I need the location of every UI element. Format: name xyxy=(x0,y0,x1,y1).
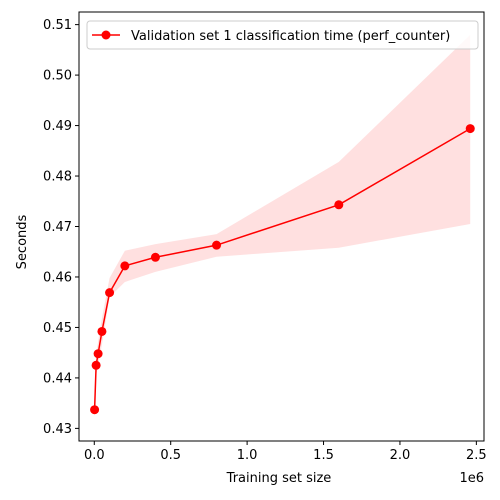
y-tick-label: 0.51 xyxy=(43,18,72,33)
data-point xyxy=(90,405,99,414)
x-tick-label: 1.0 xyxy=(237,448,258,463)
data-point xyxy=(334,200,343,209)
y-tick-label: 0.46 xyxy=(43,270,72,285)
data-point xyxy=(92,361,101,370)
y-tick-label: 0.50 xyxy=(43,69,72,84)
data-point xyxy=(97,327,106,336)
data-point xyxy=(212,241,221,250)
y-tick-label: 0.44 xyxy=(43,371,72,386)
y-axis-label: Seconds xyxy=(15,214,30,269)
y-tick-label: 0.45 xyxy=(43,321,72,336)
legend-entry-label: Validation set 1 classification time (pe… xyxy=(131,29,450,44)
y-tick-label: 0.48 xyxy=(43,170,72,185)
data-point xyxy=(120,261,129,270)
x-axis-label: Training set size xyxy=(226,471,332,486)
x-tick-label: 0.5 xyxy=(160,448,181,463)
x-tick-label: 2.0 xyxy=(390,448,411,463)
data-point xyxy=(94,349,103,358)
x-axis-offset-label: 1e6 xyxy=(459,471,484,486)
data-point xyxy=(105,288,114,297)
data-point xyxy=(466,124,475,133)
y-tick-label: 0.49 xyxy=(43,119,72,134)
legend-marker-swatch xyxy=(102,31,111,40)
legend: Validation set 1 classification time (pe… xyxy=(87,21,478,49)
x-tick-label: 2.5 xyxy=(466,448,487,463)
x-tick-label: 1.5 xyxy=(313,448,334,463)
x-tick-label: 0.0 xyxy=(84,448,105,463)
y-tick-label: 0.47 xyxy=(43,220,72,235)
y-tick-label: 0.43 xyxy=(43,422,72,437)
data-point xyxy=(151,253,160,262)
